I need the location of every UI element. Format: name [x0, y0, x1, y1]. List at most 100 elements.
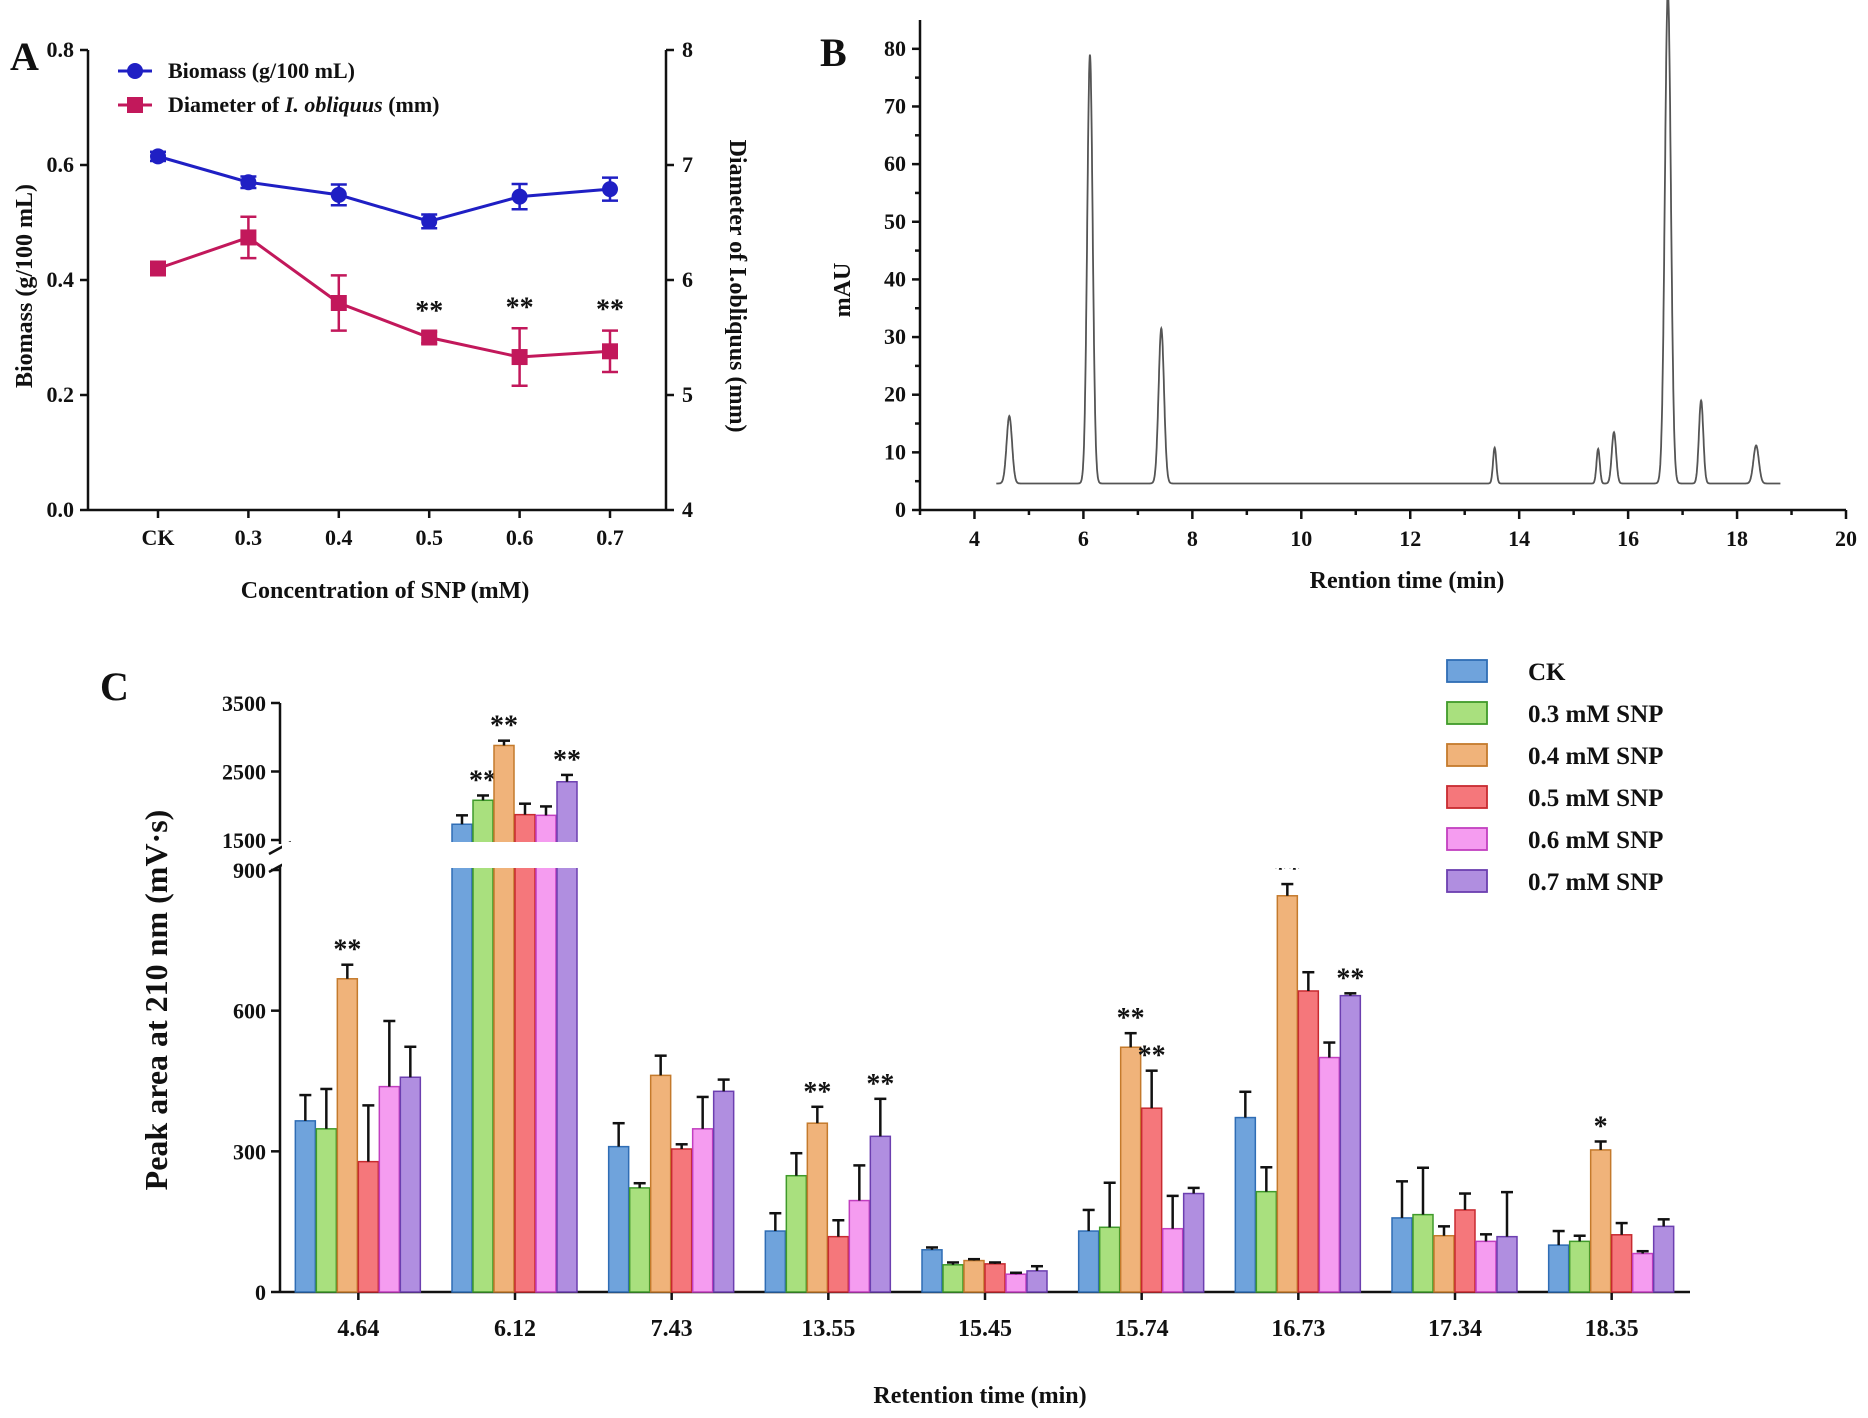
- a-point-biomass: [240, 174, 257, 191]
- c-x-axis-title: Retention time (min): [873, 1383, 1086, 1409]
- b-x-tick-label: 8: [1187, 526, 1198, 551]
- c-bar: [1339, 994, 1362, 1293]
- c-bar: [963, 1259, 985, 1293]
- c-bar: [785, 1174, 808, 1293]
- c-bar: [691, 1128, 714, 1293]
- c-significance-label: **: [1336, 963, 1364, 994]
- a-y-tick-label: 0.0: [47, 497, 75, 522]
- a-y2-tick-label: 4: [682, 497, 693, 522]
- b-y-tick-label: 10: [884, 439, 906, 464]
- c-bar: [315, 1128, 338, 1293]
- c-bar: [1433, 1234, 1455, 1293]
- c-bar: [1652, 1225, 1675, 1293]
- b-y-tick-label: 70: [884, 93, 906, 118]
- a-series-line: [157, 154, 611, 223]
- b-chromatogram-trace: [996, 0, 1781, 485]
- a-y-tick-label: 0.6: [47, 152, 75, 177]
- c-bar: [336, 978, 359, 1293]
- c-bar: [1234, 1116, 1257, 1293]
- c-bar: [869, 1135, 892, 1293]
- b-y-tick-label: 0: [895, 497, 906, 522]
- c-bar: [607, 1145, 630, 1293]
- c-bar: [1077, 1230, 1100, 1293]
- panel-letter-c: C: [100, 664, 129, 709]
- a-point-biomass: [421, 213, 438, 230]
- c-bar: [1161, 1227, 1184, 1293]
- c-x-tick-label: 15.74: [1115, 1316, 1169, 1342]
- c-legend-swatch: [1446, 659, 1488, 683]
- c-y-tick-label: 900: [233, 858, 266, 883]
- c-legend-swatch: [1446, 701, 1488, 725]
- c-legend-label: 0.6 mM SNP: [1528, 827, 1663, 854]
- c-bar: [1255, 1190, 1278, 1293]
- c-bar: [712, 1090, 735, 1293]
- chart-c: 0 300 600 900 1500 2500 3500 4.64 ** 6.12 ** ** ** 7.…: [222, 659, 1692, 1342]
- a-x-axis-title: Concentration of SNP (mM): [241, 578, 530, 604]
- c-bar: [1098, 1226, 1121, 1293]
- c-significance-label: **: [803, 1077, 831, 1108]
- c-x-tick-label: 7.43: [651, 1316, 693, 1342]
- a-y-tick-label: 0.4: [47, 267, 75, 292]
- c-bar: [1276, 895, 1299, 1293]
- a-point-diameter: [330, 295, 347, 311]
- c-bar: [1182, 1192, 1205, 1293]
- c-bar: [399, 1076, 422, 1293]
- a-y2-tick-label: 5: [682, 382, 693, 407]
- c-bar: [1589, 1149, 1612, 1293]
- c-bar: [1454, 1209, 1476, 1293]
- c-bar: [942, 1264, 964, 1293]
- panel-letter-b: B: [820, 30, 847, 75]
- c-bar: [921, 1249, 943, 1293]
- c-legend-swatch: [1446, 743, 1488, 767]
- c-x-tick-label: 15.45: [958, 1316, 1012, 1342]
- a-x-tick-label: 0.6: [506, 525, 534, 550]
- c-legend-label: 0.7 mM SNP: [1528, 869, 1663, 896]
- c-legend-swatch: [1446, 785, 1488, 809]
- c-x-tick-label: 13.55: [801, 1316, 855, 1342]
- c-significance-label: **: [866, 1069, 894, 1100]
- c-bar: [535, 814, 557, 1293]
- b-x-axis-title: Rention time (min): [1310, 568, 1505, 594]
- c-bar: [472, 799, 494, 1293]
- a-x-tick-label: 0.4: [325, 525, 353, 550]
- c-bar: [1610, 1234, 1633, 1293]
- b-x-tick-label: 6: [1078, 526, 1089, 551]
- c-bar: [1412, 1213, 1434, 1293]
- b-x-tick-label: 18: [1726, 526, 1748, 551]
- a-significance-label: **: [506, 292, 534, 323]
- a-y2-tick-label: 8: [682, 37, 693, 62]
- c-y-tick-label: 600: [233, 999, 266, 1024]
- c-bar: [1119, 1046, 1142, 1293]
- c-bar: [764, 1230, 787, 1293]
- a-point-diameter: [240, 229, 257, 246]
- c-legend-label: CK: [1528, 659, 1566, 686]
- a-y2-tick-label: 6: [682, 267, 693, 292]
- a-point-biomass: [602, 181, 618, 198]
- c-bar: [1631, 1252, 1654, 1293]
- a-y-tick-label: 0.2: [47, 382, 75, 407]
- b-y-tick-label: 50: [884, 209, 906, 234]
- a-x-tick-label: CK: [142, 525, 175, 550]
- a-significance-label: **: [596, 295, 624, 326]
- c-significance-label: **: [1117, 1003, 1145, 1034]
- c-significance-label: **: [469, 765, 497, 796]
- a-point-diameter: [421, 329, 438, 346]
- c-bar: [1568, 1240, 1591, 1293]
- panel-letter-a: A: [10, 34, 39, 79]
- c-y-tick-label: 300: [233, 1139, 266, 1164]
- b-x-tick-label: 14: [1508, 526, 1530, 551]
- c-legend-label: 0.5 mM SNP: [1528, 785, 1663, 812]
- b-y-tick-label: 60: [884, 151, 906, 176]
- a-y-tick-label: 0.8: [47, 37, 75, 62]
- b-y-tick-label: 30: [884, 324, 906, 349]
- c-x-tick-label: 16.73: [1271, 1316, 1325, 1342]
- c-x-tick-label: 17.34: [1428, 1316, 1482, 1342]
- a-legend-marker: [127, 63, 143, 79]
- a-legend-marker: [127, 97, 143, 113]
- c-significance-label: **: [490, 711, 518, 742]
- c-bar: [1140, 1107, 1163, 1293]
- c-bar: [451, 823, 473, 1293]
- a-x-tick-label: 0.5: [415, 525, 443, 550]
- a-point-biomass: [330, 186, 347, 203]
- b-x-tick-label: 10: [1290, 526, 1312, 551]
